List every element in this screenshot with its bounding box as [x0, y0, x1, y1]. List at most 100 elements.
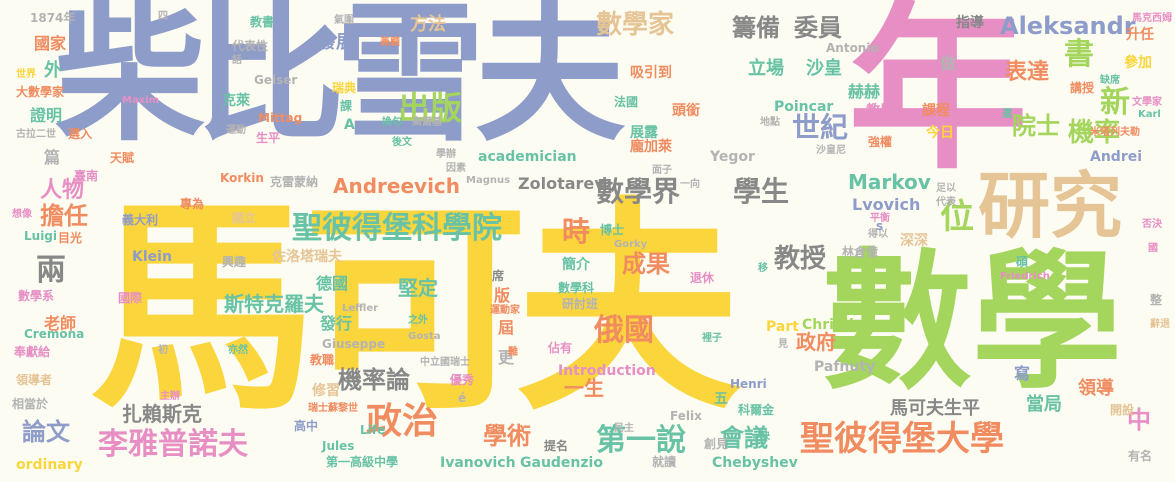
word: 提名	[544, 439, 569, 453]
word: 缺席	[1100, 75, 1120, 86]
word: 瑞典	[332, 81, 357, 95]
word: 臺南	[74, 169, 99, 183]
word: 版	[494, 286, 511, 305]
word: 頭銜	[672, 103, 700, 119]
word: 修習	[312, 383, 340, 399]
word: 亦然	[228, 345, 248, 356]
word: 簡介	[562, 257, 590, 273]
word: ordinary	[16, 457, 83, 473]
word: 之外	[408, 315, 428, 326]
word: 強權	[868, 135, 893, 149]
word: 出版	[398, 89, 463, 127]
word: Lvovich	[852, 195, 921, 214]
word: 地點	[760, 117, 780, 128]
word: 教書	[250, 15, 275, 29]
word: 興趣	[222, 255, 247, 269]
word: Gaudenzio	[520, 455, 603, 471]
word: 想像	[12, 209, 32, 220]
word: Luigi	[24, 229, 58, 243]
word: Magnus	[466, 175, 511, 186]
word: 證明	[30, 106, 63, 125]
word: 柴比雪夫	[55, 0, 625, 162]
word: 老師	[44, 314, 77, 333]
word: 新	[1100, 85, 1130, 120]
word: 機率	[1068, 118, 1121, 148]
word: 話	[232, 55, 242, 66]
word: Pafnuty	[814, 359, 876, 375]
word: 立場	[748, 58, 784, 79]
word: 得以	[868, 229, 888, 240]
word: 籌備	[732, 14, 780, 42]
word: 碩	[1016, 255, 1029, 269]
word: 選	[1002, 109, 1012, 120]
word: 委員	[794, 14, 842, 42]
word: 學生	[733, 175, 790, 208]
word: 方法	[410, 14, 446, 35]
word: 五	[714, 391, 728, 407]
word: 升任	[1126, 27, 1154, 43]
word: 馬克西姆	[1132, 13, 1172, 24]
word: 目光	[58, 231, 83, 245]
word: 李雅普諾夫	[98, 427, 248, 462]
word: 相當於	[12, 397, 49, 411]
word: 機率論	[338, 366, 410, 394]
word: 做	[940, 54, 957, 73]
word: 教授	[774, 244, 827, 274]
word: 國	[1148, 243, 1158, 254]
word: 整	[1150, 293, 1163, 307]
word: 一向	[680, 179, 700, 190]
word: Felix	[670, 409, 702, 423]
word: 馬可夫	[90, 179, 741, 441]
word: 講授	[1070, 81, 1095, 95]
word: 國家	[34, 34, 67, 53]
word: 主辦	[160, 391, 180, 402]
word: 俄國	[594, 313, 654, 348]
word: 古拉二世	[16, 129, 56, 140]
word: academician	[478, 149, 577, 165]
word: Klein	[132, 249, 172, 265]
word: 大數學家	[16, 85, 65, 99]
word: 教學	[866, 103, 894, 119]
word: 快	[760, 431, 770, 442]
word: 時	[562, 215, 591, 248]
word: 文學家	[1132, 97, 1162, 108]
word: 沙皇	[806, 58, 842, 79]
word: 研討班	[562, 297, 599, 311]
word: Christian	[802, 317, 874, 333]
word: 扎賴斯克	[122, 402, 202, 426]
word: 領導者	[16, 373, 53, 387]
word: 展露	[630, 125, 658, 141]
word: 裡子	[702, 333, 722, 344]
word: 數學系	[18, 289, 55, 303]
word: 斯特克羅夫	[224, 292, 324, 316]
word: Aleksandr	[1000, 12, 1136, 40]
word: 第一說	[596, 423, 686, 458]
word: A	[344, 117, 355, 133]
word: 運動家	[490, 305, 520, 316]
word: 課程	[922, 103, 950, 119]
word: Gosta	[408, 331, 441, 342]
word: 博士	[600, 223, 625, 237]
word: 政治	[366, 401, 439, 442]
word: Karl	[1138, 109, 1161, 120]
word: Andreevich	[333, 174, 461, 198]
word: 吸引到	[630, 65, 672, 81]
word: 林倉億	[842, 245, 879, 259]
word: 1874年	[30, 11, 76, 25]
word: 位	[940, 197, 974, 237]
word: Korkin	[220, 171, 264, 185]
word: Mittag	[258, 111, 303, 125]
word: 民主	[614, 423, 634, 434]
word: 屆	[498, 318, 515, 337]
word: 擔任	[40, 202, 88, 230]
word: 聖彼得堡大學	[800, 419, 1004, 459]
word: 高爾基	[412, 117, 442, 128]
word: Part	[766, 319, 799, 335]
word: 今日	[926, 125, 954, 141]
word: 赫赫	[848, 82, 881, 101]
word: Jules	[322, 439, 355, 453]
word: 天賦	[110, 151, 135, 165]
word: 席	[492, 269, 505, 283]
word: 表達	[1005, 60, 1050, 85]
word: 人物	[40, 178, 85, 203]
